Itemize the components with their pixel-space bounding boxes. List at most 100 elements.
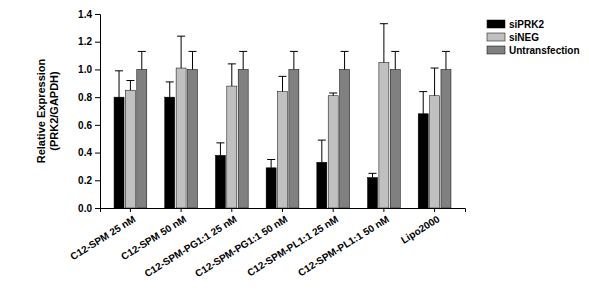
y-tick-label: 1.2 bbox=[78, 36, 92, 47]
legend: siPRK2 siNEG Untransfection bbox=[487, 19, 580, 56]
error-stem bbox=[395, 51, 396, 69]
y-tick: 0.0 bbox=[78, 203, 100, 214]
x-tick-mark bbox=[231, 208, 232, 212]
y-tick: 1.4 bbox=[78, 9, 100, 20]
error-stem bbox=[141, 51, 142, 69]
x-tick-mark bbox=[181, 208, 182, 212]
error-bar bbox=[115, 71, 123, 97]
error-bar bbox=[228, 64, 236, 86]
y-tick-label: 0.0 bbox=[78, 203, 92, 214]
error-stem bbox=[434, 68, 435, 96]
y-tick-label: 1.4 bbox=[78, 9, 92, 20]
bar bbox=[317, 162, 327, 208]
error-bar bbox=[290, 51, 298, 69]
bar bbox=[390, 69, 400, 208]
bar bbox=[176, 68, 186, 208]
error-bar bbox=[442, 51, 450, 69]
x-tick: C12-SPM-PG1:1 50 nM bbox=[193, 208, 289, 279]
x-tick: C12-SPM-PG1:1 25 nM bbox=[142, 208, 238, 279]
error-bar bbox=[431, 68, 439, 96]
error-stem bbox=[321, 140, 322, 162]
error-stem bbox=[130, 81, 131, 91]
error-bar bbox=[267, 160, 275, 168]
error-cap bbox=[216, 142, 224, 143]
error-stem bbox=[383, 24, 384, 63]
legend-swatch bbox=[487, 20, 505, 28]
legend-item: Untransfection bbox=[487, 45, 580, 56]
y-axis: 0.00.20.40.60.81.01.21.4 bbox=[78, 9, 100, 214]
error-cap bbox=[419, 91, 427, 92]
x-axis-line bbox=[101, 209, 466, 213]
y-axis-line bbox=[95, 15, 101, 209]
series-2 bbox=[137, 51, 451, 208]
legend-swatch bbox=[487, 46, 505, 54]
error-cap bbox=[318, 140, 326, 141]
bar bbox=[289, 69, 299, 208]
error-cap bbox=[431, 68, 439, 69]
error-stem bbox=[271, 160, 272, 168]
legend-item: siNEG bbox=[487, 32, 539, 43]
y-tick: 0.6 bbox=[78, 120, 100, 131]
x-tick: C12-SPM-PL1:1 25 nM bbox=[245, 208, 340, 278]
x-tick-label: Lipo2000 bbox=[399, 213, 442, 246]
error-cap bbox=[369, 173, 377, 174]
y-tick-mark bbox=[95, 180, 100, 181]
bar bbox=[215, 155, 225, 208]
error-cap bbox=[239, 51, 247, 52]
error-stem bbox=[423, 92, 424, 114]
error-cap bbox=[380, 23, 388, 24]
error-bar bbox=[391, 51, 399, 69]
error-stem bbox=[220, 143, 221, 155]
error-cap bbox=[329, 92, 337, 93]
error-bar bbox=[239, 51, 247, 69]
error-cap bbox=[391, 51, 399, 52]
x-tick-mark bbox=[282, 208, 283, 212]
legend-swatch bbox=[487, 33, 505, 41]
y-tick: 0.2 bbox=[78, 175, 100, 186]
error-stem bbox=[344, 51, 345, 69]
bar bbox=[227, 86, 237, 208]
y-tick-label: 0.8 bbox=[78, 92, 92, 103]
error-stem bbox=[231, 64, 232, 86]
x-tick-label: C12-SPM-PL1:1 25 nM bbox=[245, 213, 340, 278]
x-tick-mark bbox=[130, 208, 131, 212]
bar bbox=[441, 69, 451, 208]
legend-item: siPRK2 bbox=[487, 19, 544, 30]
bar bbox=[125, 90, 135, 208]
error-bar bbox=[177, 36, 185, 68]
bar bbox=[238, 69, 248, 208]
x-tick-mark bbox=[383, 208, 384, 212]
y-axis-title: Relative Expression(PRK2/GAPDH) bbox=[35, 58, 61, 163]
error-cap bbox=[138, 51, 146, 52]
error-stem bbox=[293, 51, 294, 69]
error-stem bbox=[119, 71, 120, 97]
x-axis: C12-SPM 25 nMC12-SPM 50 nMC12-SPM-PG1:1 … bbox=[68, 208, 465, 279]
error-cap bbox=[290, 51, 298, 52]
error-bar bbox=[279, 76, 287, 91]
error-cap bbox=[126, 80, 134, 81]
error-stem bbox=[169, 82, 170, 97]
y-tick-label: 0.2 bbox=[78, 175, 92, 186]
bar bbox=[328, 96, 338, 208]
error-bar bbox=[329, 93, 337, 96]
y-axis-title-line: (PRK2/GAPDH) bbox=[48, 71, 60, 151]
bar bbox=[165, 97, 175, 208]
x-tick-label: C12-SPM-PL1:1 50 nM bbox=[296, 213, 391, 278]
x-tick: C12-SPM-PL1:1 50 nM bbox=[296, 208, 391, 278]
bar bbox=[187, 69, 197, 208]
error-bar bbox=[369, 173, 377, 177]
legend-label: siNEG bbox=[509, 32, 539, 43]
series-1 bbox=[125, 24, 439, 208]
error-cap bbox=[115, 70, 123, 71]
x-tick-label: C12-SPM-PG1:1 50 nM bbox=[193, 213, 289, 279]
y-tick-mark bbox=[95, 14, 100, 15]
error-bar bbox=[341, 51, 349, 69]
marks bbox=[114, 24, 451, 208]
error-bar bbox=[188, 51, 196, 69]
error-cap bbox=[279, 76, 287, 77]
error-cap bbox=[188, 51, 196, 52]
chart: 0.00.20.40.60.81.01.21.4C12-SPM 25 nMC12… bbox=[0, 0, 589, 295]
y-tick-mark bbox=[95, 208, 100, 209]
error-bar bbox=[126, 81, 134, 91]
error-cap bbox=[166, 81, 174, 82]
